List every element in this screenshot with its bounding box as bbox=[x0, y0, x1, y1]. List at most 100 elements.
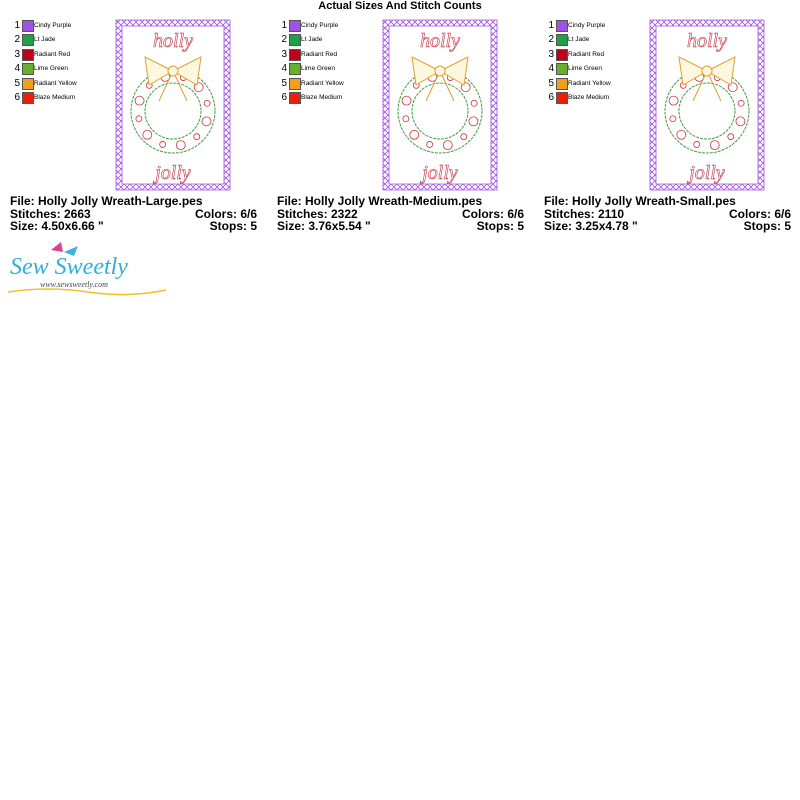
color-number: 6 bbox=[548, 92, 554, 103]
color-number: 4 bbox=[14, 63, 20, 75]
color-swatch bbox=[289, 63, 301, 76]
color-number: 4 bbox=[281, 63, 287, 75]
berry bbox=[201, 116, 212, 127]
color-name: Radiant Yellow bbox=[34, 79, 77, 87]
bottom-text: jolly bbox=[419, 162, 458, 184]
berry bbox=[470, 99, 478, 107]
size: Size: 3.76x5.54 " bbox=[277, 219, 371, 233]
color-swatch bbox=[289, 34, 301, 47]
color-swatch bbox=[556, 34, 568, 47]
color-swatch bbox=[556, 48, 568, 61]
logo-url: www.sewsweetly.com bbox=[40, 280, 108, 289]
wreath bbox=[130, 68, 216, 154]
berry bbox=[402, 115, 410, 123]
berry bbox=[735, 116, 746, 127]
berry bbox=[159, 141, 167, 148]
berry bbox=[737, 99, 745, 107]
color-name: Blaze Medium bbox=[301, 94, 343, 101]
color-number: 1 bbox=[14, 20, 20, 31]
berry bbox=[669, 115, 677, 123]
color-swatch bbox=[556, 92, 568, 104]
stops: Stops: 5 bbox=[476, 219, 524, 233]
color-number: 2 bbox=[14, 34, 20, 46]
stops: Stops: 5 bbox=[209, 219, 257, 233]
color-number: 5 bbox=[14, 77, 20, 89]
color-name: Radiant Yellow bbox=[568, 79, 611, 87]
color-number: 3 bbox=[281, 48, 287, 60]
color-swatch bbox=[22, 34, 34, 47]
berry bbox=[142, 129, 153, 140]
color-swatch bbox=[22, 77, 34, 90]
berry bbox=[727, 133, 735, 141]
color-swatch bbox=[556, 77, 568, 90]
color-number: 4 bbox=[548, 63, 554, 75]
berry bbox=[426, 141, 434, 148]
top-text: holly bbox=[420, 30, 460, 52]
color-swatch bbox=[289, 48, 301, 61]
color-swatch bbox=[22, 63, 34, 76]
color-number: 5 bbox=[548, 77, 554, 89]
logo: Sew Sweetly www.sewsweetly.com bbox=[7, 242, 166, 296]
berry bbox=[203, 99, 211, 107]
color-swatch bbox=[289, 20, 301, 32]
color-name: Lt Jade bbox=[301, 36, 323, 44]
color-swatch bbox=[289, 77, 301, 90]
color-number: 3 bbox=[548, 48, 554, 60]
color-number: 2 bbox=[281, 34, 287, 46]
berry bbox=[460, 133, 468, 141]
color-name: Blaze Medium bbox=[568, 94, 610, 101]
berry bbox=[668, 95, 679, 106]
color-name: Radiant Yellow bbox=[301, 79, 344, 87]
color-name: Lt Jade bbox=[568, 36, 590, 44]
color-swatch bbox=[22, 92, 34, 104]
bow bbox=[144, 56, 202, 102]
bow-knot bbox=[701, 65, 713, 77]
file-name: File: Holly Jolly Wreath-Small.pes bbox=[544, 194, 736, 208]
color-swatch bbox=[556, 63, 568, 76]
artwork: holly jolly bbox=[649, 19, 765, 191]
file-name: File: Holly Jolly Wreath-Medium.pes bbox=[277, 194, 483, 208]
title: Actual Sizes And Stitch Counts bbox=[318, 0, 482, 12]
color-number: 2 bbox=[548, 34, 554, 46]
berry bbox=[442, 140, 453, 151]
berry bbox=[401, 95, 412, 106]
wreath bbox=[144, 82, 202, 140]
artwork: holly jolly bbox=[115, 19, 231, 191]
color-number: 6 bbox=[14, 92, 20, 103]
color-name: Lt Jade bbox=[34, 36, 56, 44]
berry bbox=[676, 129, 687, 140]
color-name: Cindy Purple bbox=[34, 22, 72, 29]
bottom-text: jolly bbox=[686, 162, 725, 184]
bow bbox=[678, 56, 736, 102]
size: Size: 3.25x4.78 " bbox=[544, 219, 638, 233]
color-name: Lime Green bbox=[34, 65, 68, 73]
berry bbox=[175, 140, 186, 151]
bow bbox=[411, 56, 469, 102]
top-text: holly bbox=[153, 30, 193, 52]
stitches: Stitches: 2663 bbox=[10, 207, 91, 221]
color-name: Blaze Medium bbox=[34, 94, 76, 101]
stitches: Stitches: 2322 bbox=[277, 207, 358, 221]
color-number: 1 bbox=[548, 20, 554, 31]
berry bbox=[134, 95, 145, 106]
wreath bbox=[678, 82, 736, 140]
color-swatch bbox=[556, 20, 568, 32]
berry bbox=[193, 82, 204, 93]
colors-count: Colors: 6/6 bbox=[728, 207, 791, 221]
bottom-text: jolly bbox=[152, 162, 191, 184]
bow-knot bbox=[434, 65, 446, 77]
wreath bbox=[397, 68, 483, 154]
color-swatch bbox=[22, 20, 34, 32]
color-name: Lime Green bbox=[301, 65, 335, 73]
color-name: Cindy Purple bbox=[568, 22, 606, 29]
colors-count: Colors: 6/6 bbox=[461, 207, 524, 221]
color-swatch bbox=[289, 92, 301, 104]
color-number: 3 bbox=[14, 48, 20, 60]
wreath bbox=[664, 68, 750, 154]
artwork: holly jolly bbox=[382, 19, 498, 191]
berry bbox=[468, 116, 479, 127]
color-swatch bbox=[22, 48, 34, 61]
color-name: Cindy Purple bbox=[301, 22, 339, 29]
color-name: Lime Green bbox=[568, 65, 602, 73]
